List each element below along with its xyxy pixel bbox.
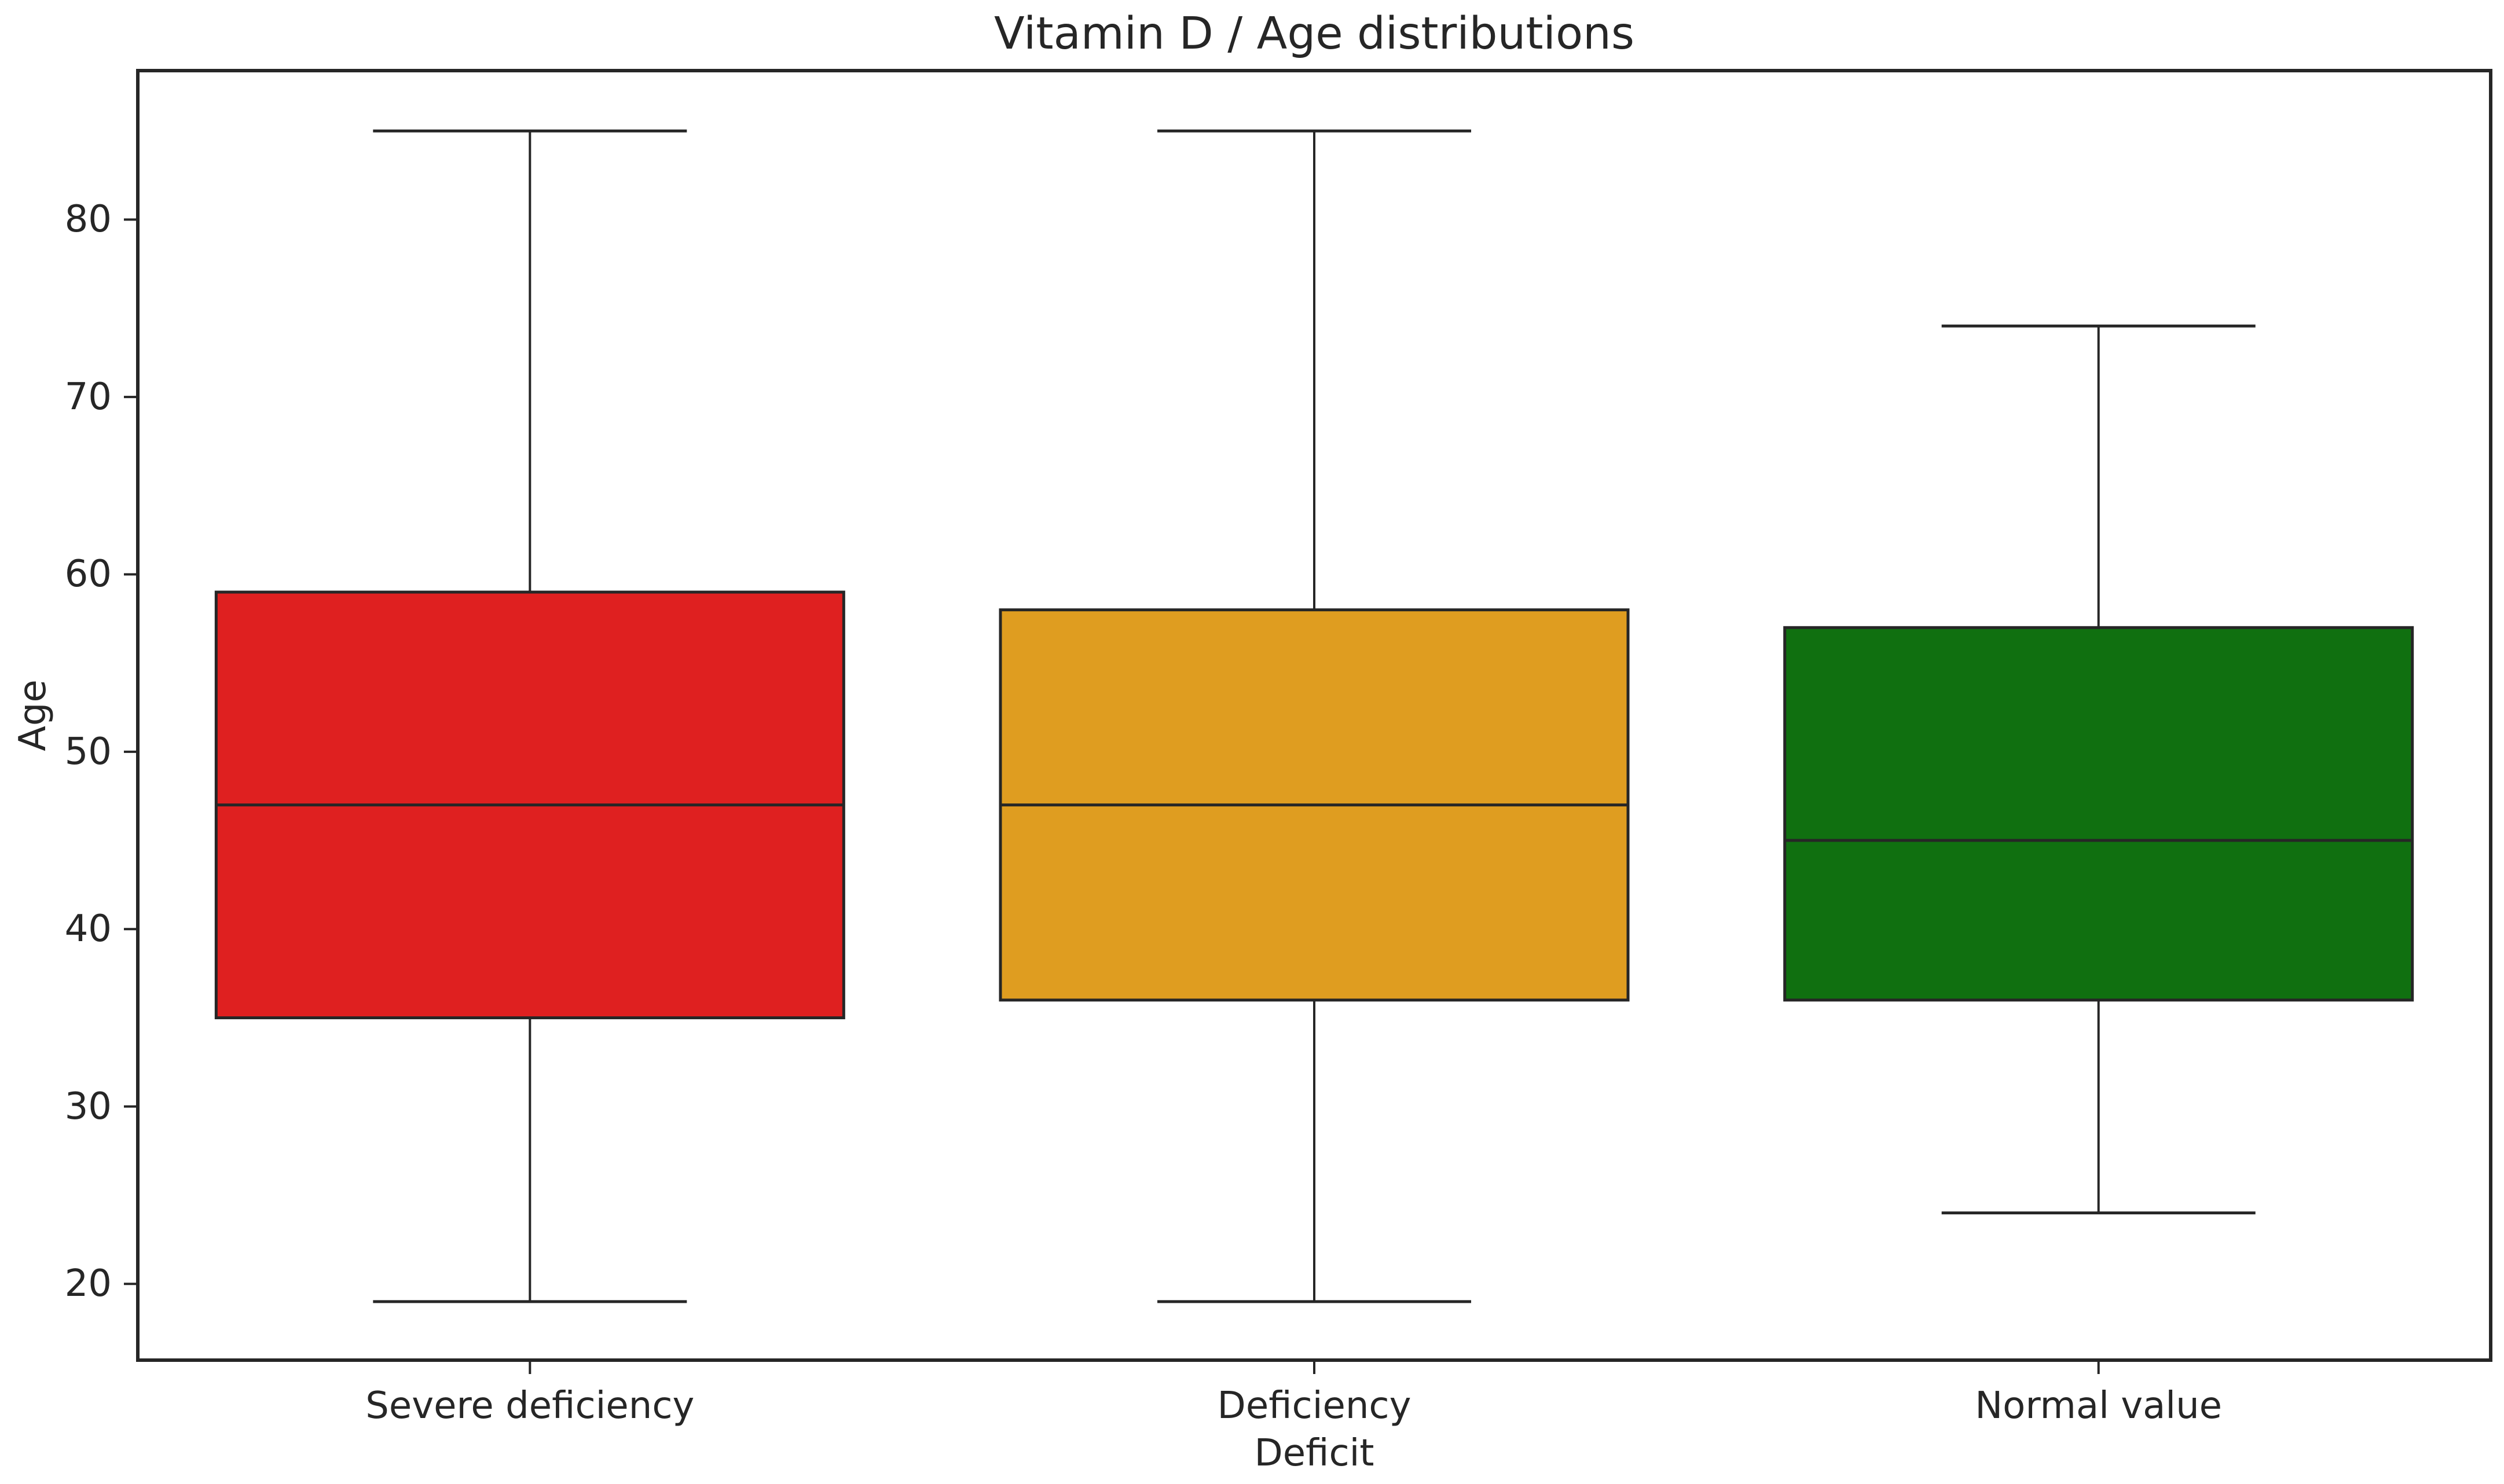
x-tick-label-severe-deficiency: Severe deficiency [365, 1384, 695, 1427]
boxplot-normal-value-iqr-box [1783, 626, 2414, 1002]
y-tick-label-50: 50 [64, 730, 112, 773]
y-tick-label-40: 40 [64, 908, 112, 951]
y-tick-label-70: 70 [64, 375, 112, 418]
x-tick-label-deficiency: Deficiency [1217, 1384, 1412, 1427]
x-tick-label-normal-value: Normal value [1975, 1384, 2223, 1427]
y-tick-label-60: 60 [64, 553, 112, 596]
y-tick-label-80: 80 [64, 198, 112, 241]
y-tick-label-20: 20 [64, 1262, 112, 1306]
chart-title: Vitamin D / Age distributions [994, 8, 1634, 60]
x-axis-label: Deficit [1254, 1432, 1374, 1475]
y-tick-label-30: 30 [64, 1085, 112, 1128]
